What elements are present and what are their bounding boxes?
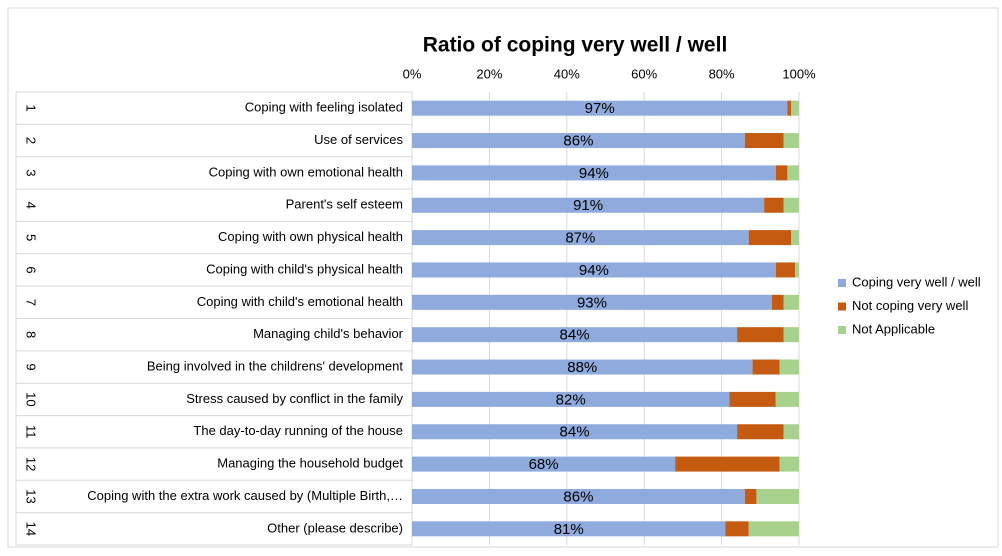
bar-segment <box>412 262 776 278</box>
bar-segment <box>412 100 788 116</box>
bar-segment <box>412 359 753 375</box>
data-label: 84% <box>560 327 590 344</box>
row-number: 11 <box>24 425 39 439</box>
bar-segment <box>412 424 738 440</box>
y-tick-label: Coping with child's physical health <box>206 261 403 276</box>
row-number: 1 <box>24 105 39 112</box>
data-label: 82% <box>556 391 586 408</box>
bar-segment <box>744 488 757 504</box>
bar-segment <box>748 521 799 537</box>
bar-segment <box>756 488 799 504</box>
data-label: 68% <box>529 456 559 473</box>
row-number: 10 <box>24 392 39 406</box>
y-tick-label: Stress caused by conflict in the family <box>186 391 403 406</box>
y-tick-label: Coping with the extra work caused by (Mu… <box>87 488 403 503</box>
bar-segment <box>412 391 730 407</box>
bar-segment <box>787 165 799 181</box>
data-label: 93% <box>577 294 607 311</box>
bar-segment <box>783 294 799 310</box>
data-label: 91% <box>573 197 603 214</box>
bar-segment <box>783 327 799 343</box>
row-number: 14 <box>24 522 39 536</box>
y-tick-label: Use of services <box>314 132 403 147</box>
bar-segment <box>783 424 799 440</box>
bar-segment <box>412 165 776 181</box>
bar-segment <box>787 100 792 116</box>
bar-segment <box>737 327 784 343</box>
bar-segment <box>412 327 738 343</box>
y-tick-label: Coping with own emotional health <box>209 164 403 179</box>
bar-segment <box>737 424 784 440</box>
bar-segment <box>744 133 784 149</box>
legend-label: Coping very well / well <box>852 274 981 289</box>
row-number: 12 <box>24 457 39 471</box>
legend-label: Not coping very well <box>852 298 968 313</box>
y-tick-label: Managing the household budget <box>217 456 403 471</box>
bar-segment <box>783 133 799 149</box>
bar-segment <box>795 262 799 278</box>
bar-segment <box>412 521 726 537</box>
x-tick-label: 80% <box>709 66 735 81</box>
chart-title: Ratio of coping very well / well <box>423 34 728 57</box>
legend-swatch <box>838 326 846 334</box>
row-number: 4 <box>24 202 39 209</box>
y-tick-label: The day-to-day running of the house <box>193 423 403 438</box>
bar-segment <box>752 359 780 375</box>
bar-segment <box>775 391 799 407</box>
data-label: 88% <box>567 359 597 376</box>
y-tick-label: Coping with child's emotional health <box>197 294 403 309</box>
row-number: 2 <box>24 137 39 144</box>
y-tick-label: Managing child's behavior <box>253 326 404 341</box>
y-tick-label: Being involved in the childrens' develop… <box>147 358 404 373</box>
bar-segment <box>675 456 780 472</box>
bar-segment <box>775 165 788 181</box>
bar-segment <box>725 521 749 537</box>
data-label: 94% <box>579 165 609 182</box>
row-number: 7 <box>24 299 39 306</box>
bar-segment <box>748 230 792 246</box>
bar-segment <box>775 262 796 278</box>
bar-segment <box>412 294 772 310</box>
x-tick-label: 20% <box>476 66 502 81</box>
y-tick-label: Coping with feeling isolated <box>245 100 403 115</box>
legend-swatch <box>838 302 846 311</box>
bar-segment <box>764 197 784 213</box>
bar-segment <box>783 197 799 213</box>
row-number: 8 <box>24 331 39 338</box>
row-number: 9 <box>24 363 39 370</box>
bar-segment <box>412 230 749 246</box>
row-number: 5 <box>24 234 39 241</box>
y-tick-label: Coping with own physical health <box>218 229 403 244</box>
data-label: 97% <box>585 100 615 117</box>
data-label: 81% <box>554 521 584 538</box>
bar-segment <box>779 359 799 375</box>
bar-segment <box>412 197 765 213</box>
bar-segment <box>729 391 776 407</box>
x-tick-label: 60% <box>631 66 657 81</box>
data-label: 86% <box>563 488 593 505</box>
data-label: 84% <box>560 424 590 441</box>
bar-segment <box>412 133 745 149</box>
row-number: 3 <box>24 169 39 176</box>
bar-segment <box>791 100 799 116</box>
x-tick-label: 100% <box>782 66 816 81</box>
x-tick-label: 0% <box>403 66 422 81</box>
bar-segment <box>779 456 799 472</box>
bar-segment <box>412 488 745 504</box>
data-label: 86% <box>563 133 593 150</box>
data-label: 87% <box>565 230 595 247</box>
bar-segment <box>412 456 676 472</box>
row-number: 13 <box>24 489 39 503</box>
y-tick-label: Parent's self esteem <box>286 197 403 212</box>
row-number: 6 <box>24 266 39 273</box>
x-tick-label: 40% <box>554 66 580 81</box>
data-label: 94% <box>579 262 609 279</box>
y-tick-label: Other (please describe) <box>267 520 403 535</box>
bar-segment <box>791 230 799 246</box>
bar-segment <box>771 294 784 310</box>
legend-swatch <box>838 279 846 287</box>
legend-label: Not Applicable <box>852 321 935 336</box>
